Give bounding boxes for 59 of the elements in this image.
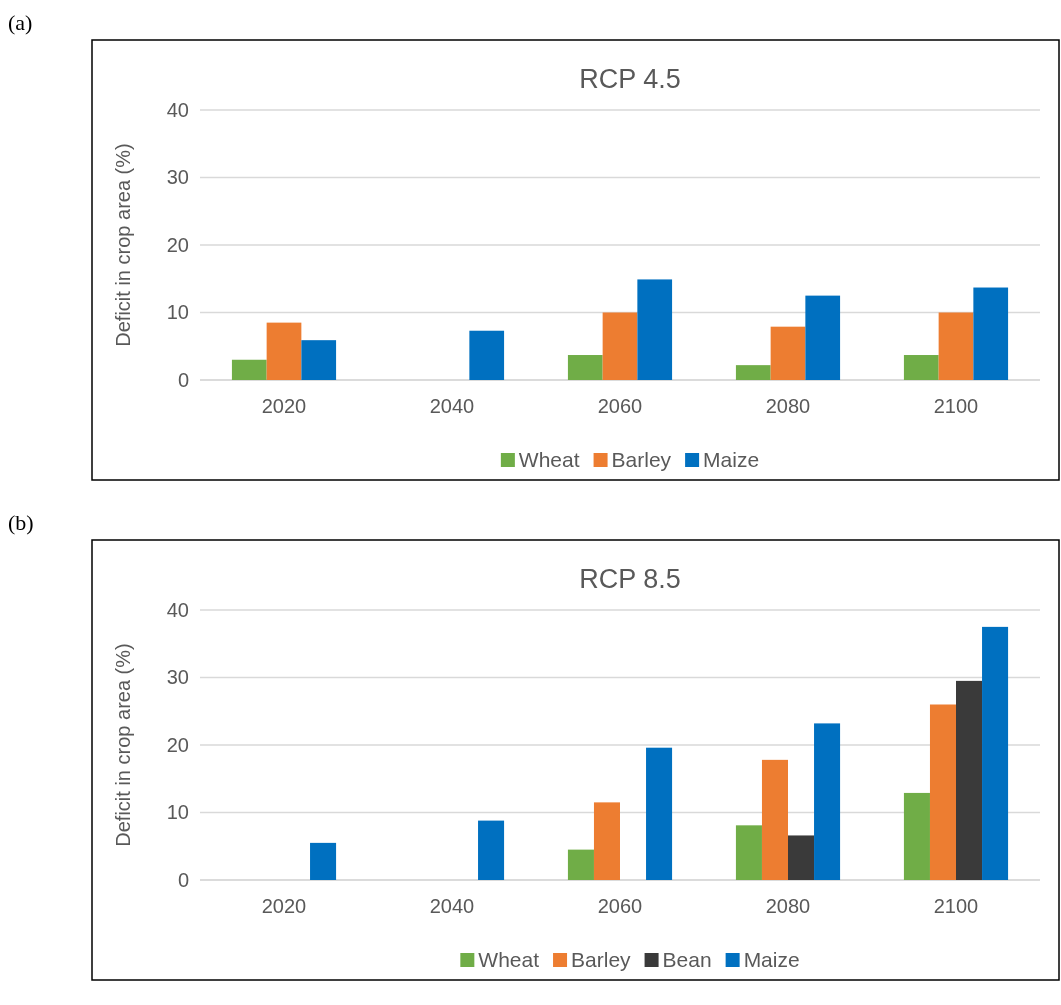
x-tick-label: 2080 <box>765 395 811 417</box>
text: (a) <box>8 10 33 35</box>
legend-label: Wheat <box>518 448 580 471</box>
y-tick-label: 40 <box>166 98 189 121</box>
y-tick-label: 0 <box>177 368 189 391</box>
bar <box>788 835 815 880</box>
legend-label: Bean <box>662 948 712 971</box>
x-tick-label: 2060 <box>597 895 643 917</box>
bar <box>593 802 620 880</box>
bar <box>929 704 956 880</box>
bar <box>310 842 337 880</box>
bar <box>956 680 983 880</box>
bar <box>602 312 638 380</box>
x-tick-label: 2040 <box>429 895 475 917</box>
bar <box>266 322 302 380</box>
y-tick-label: 10 <box>166 301 189 324</box>
bar <box>567 849 594 880</box>
bar <box>903 355 939 380</box>
legend-label: Barley <box>571 948 632 971</box>
x-tick-label: 2040 <box>429 395 475 417</box>
bar <box>761 759 788 880</box>
text: (b) <box>8 510 34 535</box>
bar <box>770 326 806 380</box>
legend-label: Maize <box>703 448 760 471</box>
bar <box>973 287 1009 380</box>
y-tick-label: 30 <box>166 166 189 189</box>
y-axis-title: Deficit in crop area (%) <box>112 643 134 847</box>
y-tick-label: 30 <box>166 666 189 689</box>
bar <box>478 820 505 880</box>
bar <box>982 626 1009 880</box>
bar <box>231 359 267 380</box>
bar <box>735 825 762 880</box>
chart-title: RCP 8.5 <box>579 564 681 594</box>
bar <box>814 723 841 880</box>
bar <box>938 312 974 380</box>
x-tick-label: 2060 <box>597 395 643 417</box>
bar <box>637 279 673 380</box>
bar <box>903 792 930 880</box>
bar <box>301 340 337 380</box>
bar <box>567 355 603 380</box>
chart-title: RCP 4.5 <box>579 64 681 94</box>
y-tick-label: 20 <box>166 733 189 756</box>
y-tick-label: 40 <box>166 598 189 621</box>
y-tick-label: 0 <box>177 868 189 891</box>
x-tick-label: 2020 <box>261 395 307 417</box>
legend-label: Wheat <box>478 948 540 971</box>
x-tick-label: 2020 <box>261 895 307 917</box>
bar <box>646 747 673 880</box>
legend-label: Barley <box>611 448 672 471</box>
x-tick-label: 2100 <box>933 895 979 917</box>
y-tick-label: 10 <box>166 801 189 824</box>
legend-label: Maize <box>743 948 800 971</box>
bar <box>735 365 771 380</box>
bar <box>805 295 841 380</box>
x-tick-label: 2100 <box>933 395 979 417</box>
y-tick-label: 20 <box>166 233 189 256</box>
x-tick-label: 2080 <box>765 895 811 917</box>
y-axis-title: Deficit in crop area (%) <box>112 143 134 347</box>
bar <box>469 330 505 380</box>
